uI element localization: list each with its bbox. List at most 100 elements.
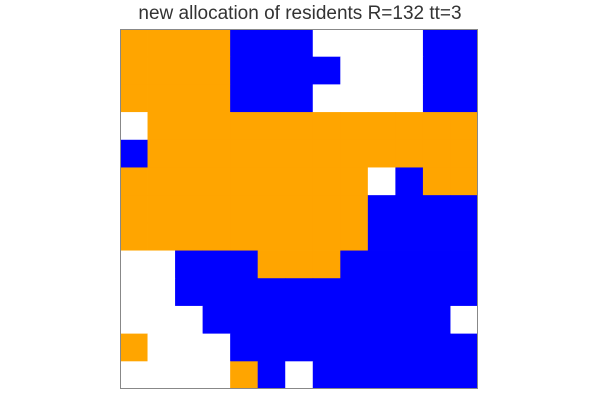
grid-cell-r10-c7 [312, 305, 341, 335]
grid-cell-r2-c0 [120, 84, 148, 113]
grid-cell-r3-c1 [147, 112, 176, 141]
grid-cell-r5-c1 [147, 167, 176, 196]
grid-cell-r12-c4 [230, 361, 259, 389]
grid-cell-r4-c1 [147, 139, 176, 168]
grid-cell-r7-c4 [230, 222, 259, 251]
grid-cell-r6-c11 [422, 195, 451, 224]
grid-cell-r0-c5 [257, 29, 286, 58]
grid-cell-r9-c8 [340, 278, 369, 307]
grid-cell-r2-c12 [450, 84, 478, 113]
grid-cell-r11-c0 [120, 333, 148, 362]
grid-cell-r5-c5 [257, 167, 286, 196]
grid-cell-r8-c4 [230, 250, 259, 279]
grid-cell-r3-c2 [175, 112, 204, 141]
grid-cell-r5-c9 [367, 167, 396, 196]
grid-cell-r10-c1 [147, 305, 176, 335]
grid-cell-r2-c10 [395, 84, 424, 113]
grid-cell-r2-c5 [257, 84, 286, 113]
grid-cell-r9-c6 [285, 278, 314, 307]
grid-cell-r8-c12 [450, 250, 478, 279]
grid-cell-r1-c10 [395, 56, 424, 85]
grid-cell-r1-c3 [202, 56, 231, 85]
grid-cell-r0-c11 [422, 29, 451, 58]
grid-cell-r4-c5 [257, 139, 286, 168]
grid-cell-r6-c4 [230, 195, 259, 224]
grid-cell-r1-c5 [257, 56, 286, 85]
grid-cell-r0-c4 [230, 29, 259, 58]
grid-cell-r9-c0 [120, 278, 148, 307]
grid-cell-r1-c6 [285, 56, 314, 85]
grid-cell-r5-c8 [340, 167, 369, 196]
grid-cell-r7-c1 [147, 222, 176, 251]
grid-cell-r7-c2 [175, 222, 204, 251]
allocation-grid [120, 29, 478, 389]
grid-cell-r4-c2 [175, 139, 204, 168]
grid-cell-r3-c10 [395, 112, 424, 141]
grid-cell-r4-c3 [202, 139, 231, 168]
grid-cell-r9-c12 [450, 278, 478, 307]
grid-cell-r0-c3 [202, 29, 231, 58]
grid-cell-r10-c12 [450, 305, 478, 335]
grid-cell-r4-c8 [340, 139, 369, 168]
grid-cell-r4-c6 [285, 139, 314, 168]
grid-cell-r1-c12 [450, 56, 478, 85]
plot-border [120, 29, 478, 389]
grid-cell-r5-c2 [175, 167, 204, 196]
grid-cell-r6-c9 [367, 195, 396, 224]
grid-cell-r7-c9 [367, 222, 396, 251]
grid-cell-r3-c11 [422, 112, 451, 141]
grid-cell-r2-c8 [340, 84, 369, 113]
grid-cell-r0-c7 [312, 29, 341, 58]
grid-cell-r0-c12 [450, 29, 478, 58]
grid-cell-r11-c10 [395, 333, 424, 362]
grid-cell-r10-c11 [422, 305, 451, 335]
grid-cell-r10-c3 [202, 305, 231, 335]
grid-cell-r3-c5 [257, 112, 286, 141]
grid-cell-r11-c6 [285, 333, 314, 362]
grid-cell-r3-c4 [230, 112, 259, 141]
grid-cell-r6-c0 [120, 195, 148, 224]
grid-cell-r6-c2 [175, 195, 204, 224]
grid-cell-r4-c9 [367, 139, 396, 168]
grid-cell-r0-c10 [395, 29, 424, 58]
grid-cell-r11-c1 [147, 333, 176, 362]
grid-cell-r0-c9 [367, 29, 396, 58]
grid-cell-r6-c6 [285, 195, 314, 224]
grid-cell-r2-c9 [367, 84, 396, 113]
grid-cell-r12-c10 [395, 361, 424, 389]
grid-cell-r11-c12 [450, 333, 478, 362]
grid-cell-r11-c8 [340, 333, 369, 362]
grid-cell-r0-c2 [175, 29, 204, 58]
grid-cell-r6-c1 [147, 195, 176, 224]
grid-cell-r2-c11 [422, 84, 451, 113]
grid-cell-r12-c5 [257, 361, 286, 389]
grid-cell-r1-c7 [312, 56, 341, 85]
grid-cell-r9-c3 [202, 278, 231, 307]
grid-cell-r1-c4 [230, 56, 259, 85]
grid-cell-r0-c1 [147, 29, 176, 58]
grid-cell-r11-c11 [422, 333, 451, 362]
grid-cell-r2-c7 [312, 84, 341, 113]
grid-cell-r11-c7 [312, 333, 341, 362]
grid-cell-r10-c8 [340, 305, 369, 335]
grid-cell-r12-c6 [285, 361, 314, 389]
grid-cell-r4-c11 [422, 139, 451, 168]
grid-cell-r2-c6 [285, 84, 314, 113]
grid-cell-r5-c12 [450, 167, 478, 196]
grid-cell-r12-c11 [422, 361, 451, 389]
grid-cell-r8-c1 [147, 250, 176, 279]
grid-cell-r9-c1 [147, 278, 176, 307]
grid-cell-r8-c10 [395, 250, 424, 279]
grid-cell-r12-c3 [202, 361, 231, 389]
grid-cell-r8-c2 [175, 250, 204, 279]
grid-cell-r7-c0 [120, 222, 148, 251]
grid-cell-r4-c0 [120, 139, 148, 168]
grid-cell-r3-c8 [340, 112, 369, 141]
grid-cell-r3-c6 [285, 112, 314, 141]
grid-cell-r6-c3 [202, 195, 231, 224]
grid-cell-r10-c5 [257, 305, 286, 335]
grid-cell-r0-c8 [340, 29, 369, 58]
grid-cell-r5-c4 [230, 167, 259, 196]
grid-cell-r7-c7 [312, 222, 341, 251]
grid-cell-r12-c9 [367, 361, 396, 389]
